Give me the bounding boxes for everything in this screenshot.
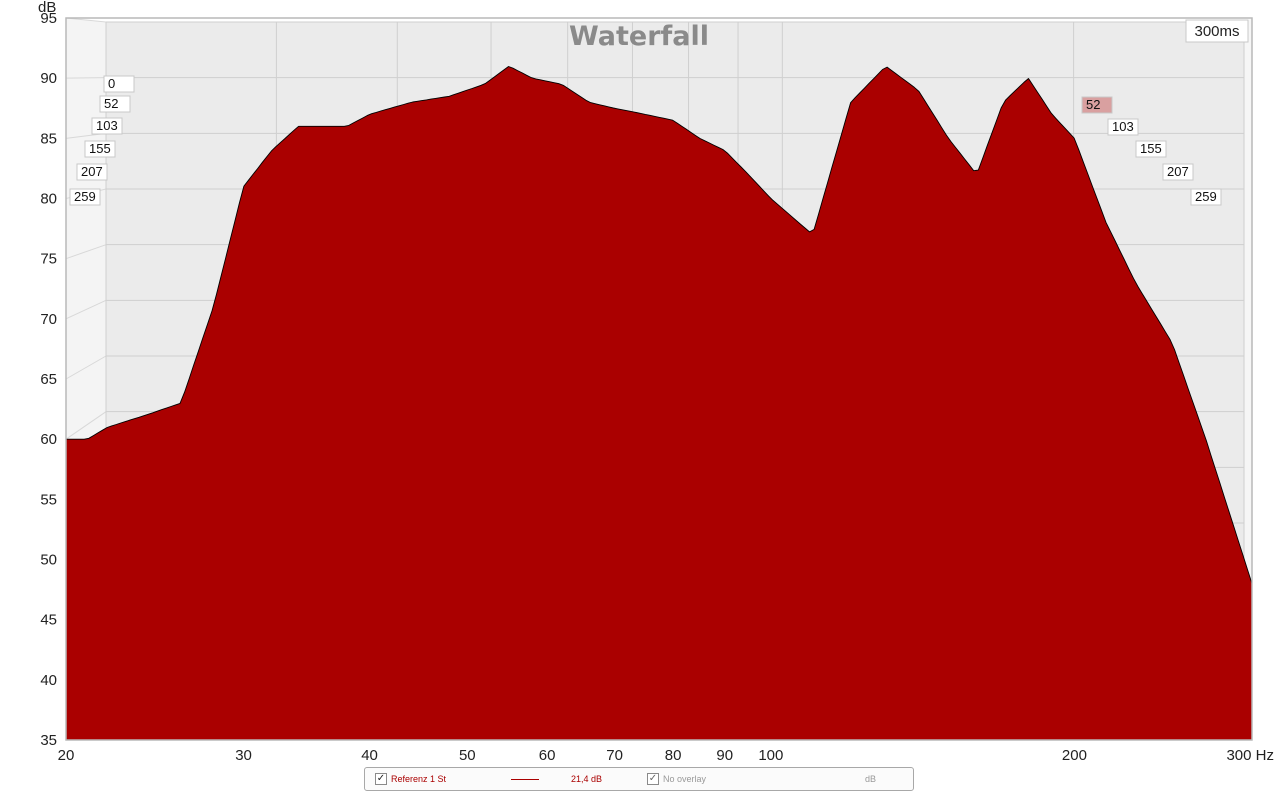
time-label-right: 259 [1195,189,1217,204]
overlay-checkbox[interactable]: ✓ [647,773,659,785]
y-tick-label: 60 [40,431,57,448]
grid-line-y-depth [65,77,107,79]
x-tick-label: 90 [716,747,733,764]
y-tick-label: 65 [40,371,57,388]
x-tick-label: 200 [1062,747,1087,764]
grid-line-y-depth [65,355,107,380]
grid-line-y-depth [65,244,107,260]
time-label-left-box [91,117,123,135]
x-tick-label: 70 [606,747,623,764]
y-tick-label: 45 [40,612,57,629]
x-tick-label: 300 Hz [1226,747,1274,764]
y-tick-label: 90 [40,70,57,87]
y-tick-label: 75 [40,251,57,268]
time-label-left: 52 [104,96,118,111]
grid-line-y-depth [65,299,107,320]
time-label-right-box [1107,118,1139,136]
time-label-left: 103 [96,118,118,133]
x-tick-label: 30 [235,747,252,764]
time-label-left-box [76,163,108,181]
legend-bar: ✓ Referenz 1 St 21,4 dB ✓ No overlay dB [364,767,914,791]
right-wall [1244,18,1252,740]
x-tick-label: 20 [58,747,75,764]
y-tick-label: 95 [40,10,57,27]
y-tick-label: 55 [40,491,57,508]
chart-title: Waterfall [569,21,709,52]
time-label-left: 155 [89,141,111,156]
time-axis-box [1185,19,1249,43]
time-label-left: 0 [108,76,115,91]
time-label-right-box [1081,96,1113,114]
time-labels: 0 52 103 155 207 259 52 103 155 207 259 [69,75,1222,206]
time-label-right-box [1135,140,1167,158]
y-tick-label: 80 [40,191,57,208]
overlay-label: No overlay [663,774,707,784]
time-label-left-box [99,95,131,113]
time-label-left-box [69,188,101,206]
x-tick-label: 100 [758,747,783,764]
waterfall-slices [66,66,1252,740]
time-label-left: 207 [81,164,103,179]
time-label-left: 259 [74,189,96,204]
y-tick-label: 35 [40,732,57,749]
x-tick-label: 50 [459,747,476,764]
grid-line-y-depth [65,411,107,440]
y-axis-label: dB [38,0,56,16]
time-label-right: 207 [1167,164,1189,179]
time-label-left-box [103,75,135,93]
time-label-right-box [1162,163,1194,181]
time-label-left-box [84,140,116,158]
time-label-right: 103 [1112,119,1134,134]
y-tick-label: 40 [40,672,57,689]
time-label-right: 155 [1140,141,1162,156]
legend-unit: dB [865,774,877,784]
series-line-swatch [511,779,539,780]
x-axis-ticks: 20 30 40 50 60 70 80 90 100 200 300 Hz [58,747,1274,764]
series-value: 21,4 dB [571,774,603,784]
y-tick-label: 50 [40,552,57,569]
plot-frame [65,17,1253,741]
series-checkbox[interactable]: ✓ [375,773,387,785]
x-tick-label: 80 [665,747,682,764]
time-label-right: 52 [1086,97,1100,112]
y-tick-label: 85 [40,130,57,147]
y-tick-label: 70 [40,311,57,328]
x-tick-label: 40 [361,747,378,764]
slice-0 [66,66,1252,740]
time-axis-label: 300ms [1194,23,1239,40]
time-label-right-box [1190,188,1222,206]
y-axis-ticks: 35 40 45 50 55 60 65 70 75 80 85 90 95 [40,10,57,749]
series-name: Referenz 1 St [391,774,447,784]
x-tick-label: 60 [539,747,556,764]
